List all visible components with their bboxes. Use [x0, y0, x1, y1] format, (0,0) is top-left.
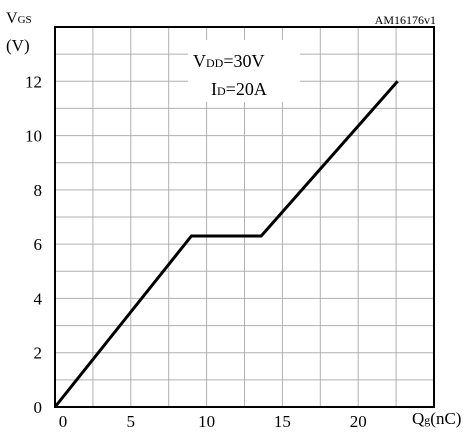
y-tick-label: 2 — [34, 344, 43, 363]
y-axis-label-main: V — [6, 10, 18, 27]
x-axis-unit: (nC) — [430, 409, 461, 428]
y-tick-label: 4 — [34, 289, 43, 308]
y-axis-label-sub: GS — [18, 14, 32, 26]
annotation-id-sub: D — [217, 84, 226, 98]
x-tick-label: 10 — [198, 412, 215, 431]
annotation-vdd-value: =30V — [223, 51, 264, 71]
annotation-vdd-main: V — [193, 51, 206, 71]
y-tick-label: 10 — [25, 127, 42, 146]
annotation-vdd: VDD=30V — [193, 51, 265, 71]
figure-code: AM16176v1 — [375, 13, 436, 27]
y-tick-label: 0 — [34, 398, 43, 417]
annotation-id-value: =20A — [226, 79, 267, 99]
x-axis-label-sub: g — [424, 413, 430, 427]
tick-labels: 0 5 10 15 20 0 2 4 6 8 10 12 — [25, 72, 367, 431]
y-tick-label: 6 — [34, 235, 43, 254]
x-tick-label: 5 — [127, 412, 136, 431]
plot-frame — [54, 26, 435, 408]
x-tick-label: 15 — [274, 412, 291, 431]
annotation-id: ID=20A — [211, 79, 267, 99]
y-axis-label: VGS — [6, 10, 32, 27]
y-tick-label: 12 — [25, 72, 42, 91]
annotation-id-main: I — [211, 79, 217, 99]
annotation-background — [188, 40, 300, 102]
x-tick-label: 0 — [59, 412, 68, 431]
y-axis-unit: (V) — [6, 36, 30, 55]
x-axis-label-main: Q — [412, 409, 424, 428]
y-tick-label: 8 — [34, 181, 43, 200]
series-line-vgs — [53, 80, 399, 408]
x-axis-label: Qg(nC) — [412, 409, 461, 428]
x-tick-label: 20 — [350, 412, 367, 431]
annotation-vdd-sub: DD — [206, 56, 224, 70]
